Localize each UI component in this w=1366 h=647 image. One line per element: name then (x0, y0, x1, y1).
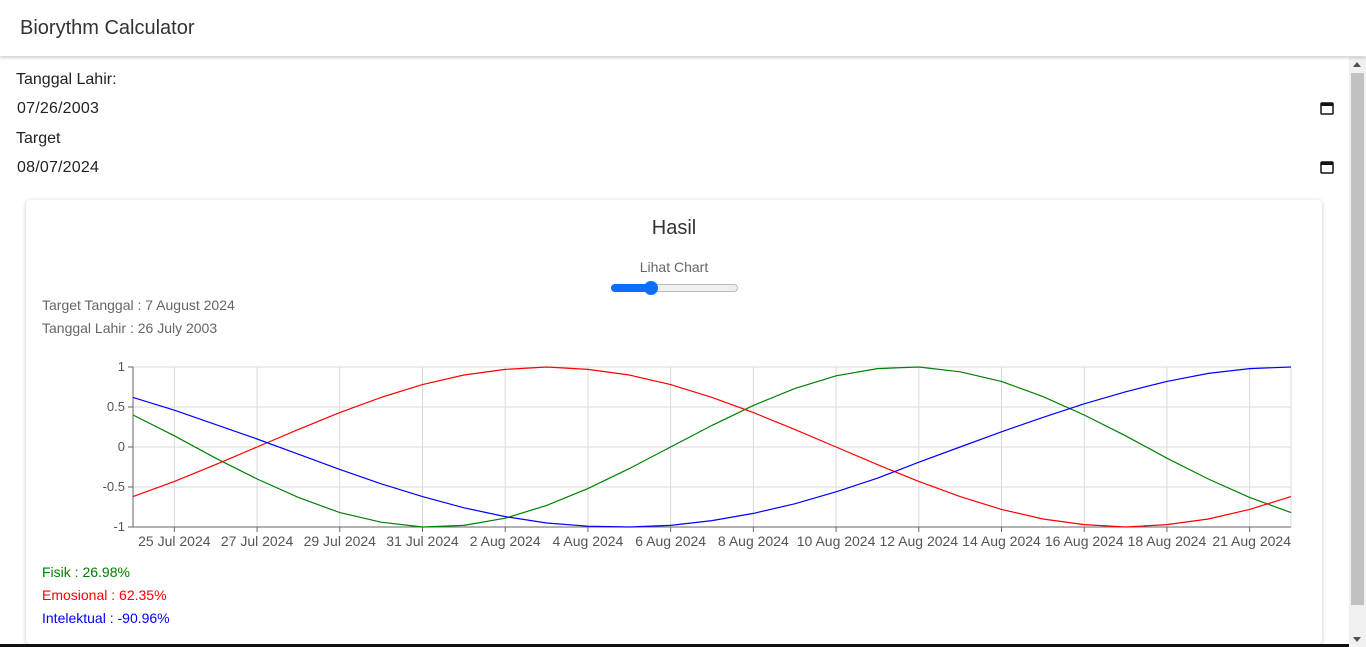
scrollbar-thumb[interactable] (1351, 73, 1364, 605)
birth-date-label: Tanggal Lahir: (16, 71, 117, 88)
result-card: Hasil Lihat Chart Target Tanggal : 7 Aug… (26, 200, 1322, 644)
x-tick-label: 29 Jul 2024 (304, 533, 377, 549)
x-tick-label: 4 Aug 2024 (552, 533, 623, 549)
intelektual-series-line (132, 366, 1292, 528)
x-tick-label: 2 Aug 2024 (470, 533, 541, 549)
birth-date-input[interactable]: 07/26/2003 (16, 98, 1334, 122)
chart-range-slider[interactable] (611, 281, 738, 295)
x-tick-label: 31 Jul 2024 (386, 533, 459, 549)
emosional-series-line (132, 366, 1292, 528)
main-content: Tanggal Lahir: 07/26/2003 Target 08/07/2… (0, 57, 1349, 647)
slider-fill (611, 284, 652, 292)
target-date-text: Target Tanggal : 7 August 2024 (42, 297, 235, 313)
birth-date-value: 07/26/2003 (17, 100, 100, 117)
fisik-value: Fisik : 26.98% (42, 564, 130, 580)
scroll-down-arrow-icon[interactable] (1353, 637, 1361, 642)
x-tick-label: 18 Aug 2024 (1128, 533, 1207, 549)
x-tick-label: 10 Aug 2024 (797, 533, 876, 549)
x-tick-label: 25 Jul 2024 (138, 533, 211, 549)
app-title: Biorythm Calculator (20, 17, 195, 39)
y-tick-label: -0.5 (103, 479, 125, 494)
intelektual-value: Intelektual : -90.96% (42, 610, 170, 626)
y-tick-label: 0.5 (107, 399, 125, 414)
y-tick-label: -1 (113, 519, 125, 534)
scroll-up-arrow-icon[interactable] (1353, 62, 1361, 67)
fisik-series-line (132, 366, 1292, 528)
app-bar: Biorythm Calculator (0, 0, 1366, 56)
calendar-icon[interactable] (1320, 101, 1334, 115)
x-tick-label: 8 Aug 2024 (718, 533, 789, 549)
x-tick-label: 12 Aug 2024 (879, 533, 958, 549)
target-date-label: Target (16, 130, 61, 147)
target-date-value: 08/07/2024 (17, 159, 100, 176)
biorhythm-chart: 1 0.5 0 -0.5 -1 25 Jul 2024 27 Jul 2024 29 Jul … (103, 359, 1292, 549)
x-tick-label: 6 Aug 2024 (635, 533, 706, 549)
calendar-icon[interactable] (1320, 160, 1334, 174)
result-title: Hasil (651, 217, 697, 239)
x-tick-label: 27 Jul 2024 (221, 533, 294, 549)
vertical-scrollbar[interactable] (1349, 57, 1366, 647)
slider-label: Lihat Chart (639, 259, 709, 275)
x-tick-label: 21 Aug 2024 (1212, 533, 1291, 549)
y-tick-label: 1 (118, 359, 125, 374)
x-tick-label: 14 Aug 2024 (962, 533, 1041, 549)
slider-thumb[interactable] (644, 281, 659, 295)
bottom-border (0, 644, 1349, 647)
y-tick-label: 0 (118, 439, 125, 454)
target-date-input[interactable]: 08/07/2024 (16, 157, 1334, 181)
x-tick-label: 16 Aug 2024 (1045, 533, 1124, 549)
birth-date-text: Tanggal Lahir : 26 July 2003 (42, 320, 218, 336)
emosional-value: Emosional : 62.35% (42, 587, 167, 603)
